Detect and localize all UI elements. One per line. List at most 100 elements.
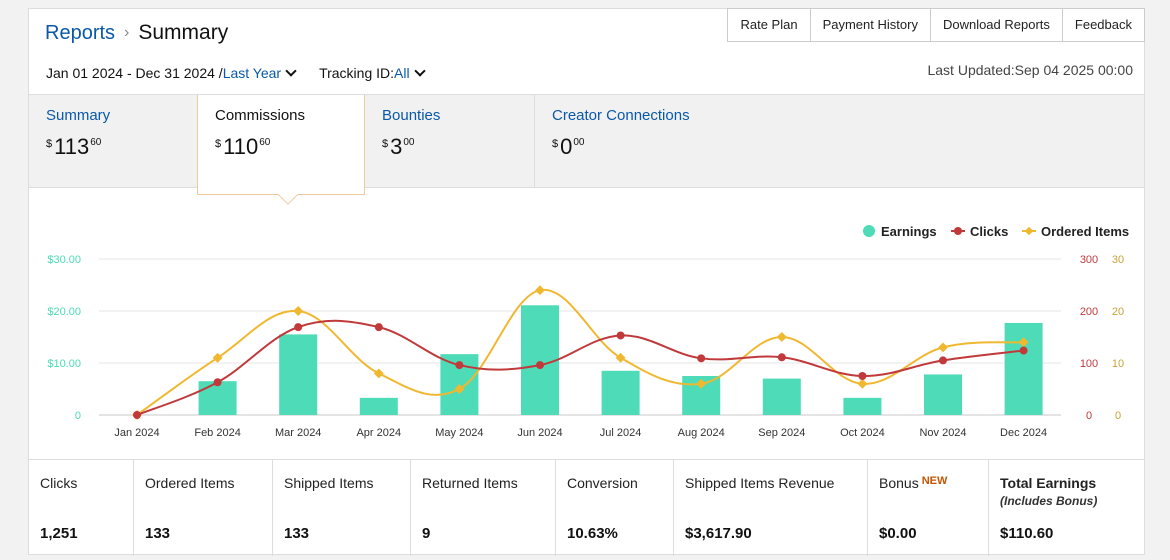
clicks-point [939,356,947,365]
creator-connections-tab-amount: $0 00 [552,134,585,159]
ordered-items-point [776,332,787,342]
ordered-items-point [938,342,948,353]
earnings-bar [1004,322,1043,415]
earnings-bar [924,374,962,415]
ordered-items-point [857,378,868,389]
y-left-tick-label: $30.00 [47,254,81,266]
earnings-bar [601,370,640,415]
x-tick-label: Mar 2024 [275,427,321,439]
new-badge: NEW [921,475,948,487]
legend-ordered-items-icon [1024,226,1034,236]
ordered-items-point [373,368,384,379]
earnings-bar [843,397,882,415]
rate-plan-tab[interactable]: Rate Plan [727,8,811,42]
feedback-tab[interactable]: Feedback [1062,8,1145,42]
ordered-items-line [136,289,1024,416]
x-tick-label: Aug 2024 [678,427,725,439]
tracking-id-label: Tracking ID: [319,65,395,81]
metric-conversion: Conversion 10.63% [556,460,674,556]
x-tick-label: Nov 2024 [919,427,966,439]
bounties-tab-label: Bounties [382,107,441,124]
x-tick-label: Feb 2024 [194,427,240,439]
metric-conversion-value: 10.63% [567,525,618,542]
tracking-id-selector[interactable]: All [394,65,410,81]
clicks-point [777,353,786,362]
metric-total-earnings-value: $110.60 [1000,525,1054,542]
ordered-items-point [696,378,707,389]
earnings-bar [762,378,801,415]
commissions-tab-amount: $110 60 [215,134,271,159]
commissions-tab[interactable]: Commissions $110 60 [197,95,365,205]
ordered-items-point [293,306,304,316]
clicks-line [136,319,1024,416]
download-reports-tab[interactable]: Download Reports [930,8,1063,42]
metric-bonus: Bonus NEW $0.00 [868,460,989,556]
commissions-tab-label: Commissions [215,107,306,124]
y-left-tick-label: $10.00 [47,358,81,370]
x-tick-label: Apr 2024 [356,427,401,439]
filter-bar: Jan 01 2024 - Dec 31 2024 / Last Year Tr… [46,65,432,81]
x-tick-label: May 2024 [435,427,483,439]
x-tick-label: Sep 2024 [758,427,805,439]
y-right-clicks-tick-label: 100 [1080,358,1098,370]
metric-shipped-revenue-value: $3,617.90 [685,525,752,542]
earnings-chart: 0 0 0 $10.00 100 10 $20.00 200 20 $30.00 300 30 Jan … [47,224,1129,439]
clicks-point [374,323,383,332]
header-tabs: Rate Plan Payment History Download Repor… [727,8,1145,42]
ordered-items-point [212,352,223,363]
summary-tab-label: Summary [46,107,111,124]
metric-shipped-items-value: 133 [284,525,310,542]
metric-clicks: Clicks 1,251 [29,460,134,556]
tracking-chevron-down-icon[interactable] [413,65,426,77]
bounties-tab[interactable]: Bounties $3 00 [365,95,535,187]
reports-panel: Reports › Summary Rate Plan Payment Hist… [28,8,1145,556]
ordered-items-point [615,352,626,363]
legend-label: Ordered Items [1041,224,1129,239]
metric-returned-items: Returned Items 9 [411,460,556,556]
summary-tabs: Summary $113 60 Commissions $110 60 Bounti… [29,94,1144,205]
ordered-items-point [535,285,545,296]
y-right-items-tick-label: 20 [1112,306,1124,318]
clicks-point [294,323,303,332]
y-right-clicks-tick-label: 0 [1086,410,1092,422]
y-right-items-tick-label: 10 [1112,358,1124,370]
payment-history-tab[interactable]: Payment History [810,8,931,42]
earnings-bar [198,381,237,415]
x-tick-label: Dec 2024 [1000,427,1047,439]
breadcrumb-reports-link[interactable]: Reports [45,21,116,44]
y-right-items-tick-label: 30 [1112,254,1124,266]
bounties-tab-amount: $3 00 [382,134,415,159]
summary-tab-amount: $113 60 [46,134,102,159]
x-tick-label: Jun 2024 [517,427,562,439]
ordered-items-point [1018,337,1029,348]
metric-shipped-items: Shipped Items 133 [273,460,411,556]
y-left-tick-label: 0 [75,410,81,422]
period-chevron-down-icon[interactable] [285,65,297,77]
creator-connections-tab[interactable]: Creator Connections $0 00 [535,95,835,187]
clicks-point [616,331,625,340]
clicks-point [697,354,706,363]
metric-total-earnings: Total Earnings (Includes Bonus) $110.60 [1000,475,1098,542]
page-title: Summary [138,21,229,44]
x-tick-label: Jan 2024 [114,427,159,439]
summary-tab[interactable]: Summary $113 60 [29,95,197,187]
legend-clicks-icon [954,227,962,235]
clicks-point [455,361,464,370]
y-right-clicks-tick-label: 300 [1080,254,1098,266]
earnings-bar [521,305,559,415]
earnings-bar [279,334,318,415]
y-left-tick-label: $20.00 [47,306,81,318]
last-updated-text: Last Updated:Sep 04 2025 00:00 [927,62,1133,78]
active-tab-caret-icon [278,185,298,205]
clicks-point [213,378,222,387]
earnings-bar [359,397,398,415]
metric-ordered-items: Ordered Items 133 [134,460,273,556]
legend-earnings-icon [863,225,875,237]
period-selector[interactable]: Last Year [222,65,282,81]
legend-label: Clicks [970,224,1008,239]
breadcrumb-separator-icon: › [124,24,130,41]
y-right-clicks-tick-label: 200 [1080,306,1098,318]
clicks-point [536,361,544,370]
breadcrumb: Reports › Summary [45,21,228,45]
clicks-point [858,372,867,380]
